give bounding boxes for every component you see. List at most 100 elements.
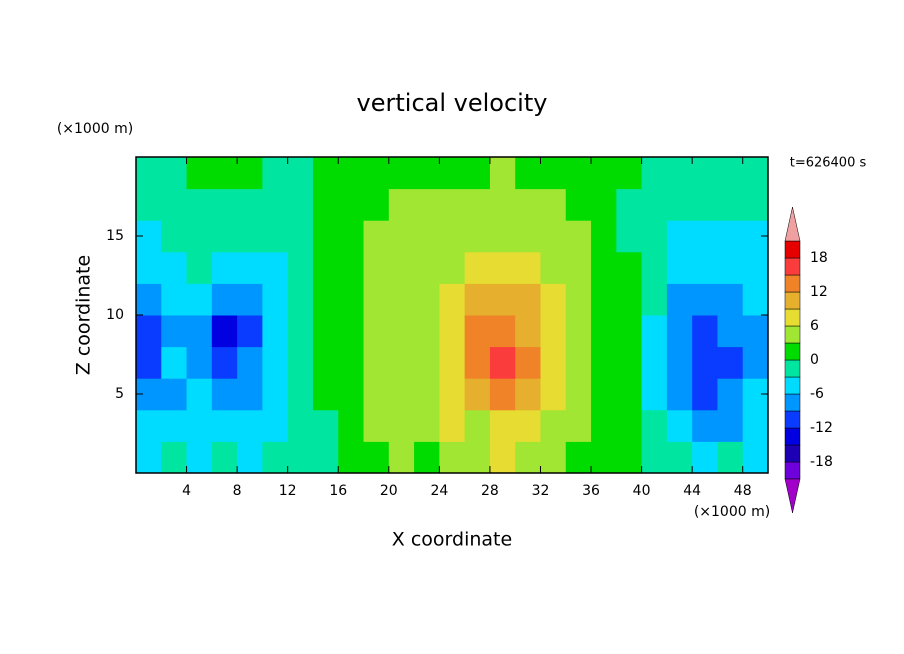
contour-cell	[489, 220, 516, 253]
colorbar-box	[784, 325, 801, 344]
contour-cell	[515, 283, 541, 316]
contour-cell	[388, 157, 415, 190]
contour-cell	[439, 346, 466, 379]
contour-cell	[363, 346, 390, 379]
contour-cell	[692, 441, 718, 474]
contour-cell	[666, 315, 693, 348]
contour-cell	[237, 409, 263, 442]
contour-cell	[363, 441, 390, 474]
contour-cell	[565, 315, 592, 348]
contour-cell	[388, 409, 415, 442]
contour-cell	[515, 251, 541, 284]
contour-cell	[540, 346, 567, 379]
colorbar-box	[784, 291, 801, 310]
contour-cell	[312, 188, 339, 221]
contour-cell	[363, 188, 390, 221]
contour-cell	[211, 346, 238, 379]
contour-cell	[287, 157, 314, 190]
contour-cell	[211, 315, 238, 348]
contour-cell	[717, 188, 744, 221]
y-axis-title: Z coordinate	[73, 255, 95, 375]
contour-cell	[565, 220, 592, 253]
contour-cell	[161, 315, 188, 348]
contour-cell	[540, 188, 567, 221]
contour-cell	[565, 378, 592, 411]
contour-cell	[414, 157, 440, 190]
contour-cell	[439, 378, 466, 411]
contour-cell	[540, 220, 567, 253]
contour-cell	[464, 283, 491, 316]
contour-cell	[666, 441, 693, 474]
colorbar-label: 18	[810, 250, 828, 266]
contour-cell	[515, 441, 541, 474]
contour-cell	[641, 251, 668, 284]
x-tick-label: 44	[683, 483, 701, 499]
contour-cell	[287, 188, 314, 221]
contour-cell	[136, 283, 162, 316]
colorbar-box	[784, 393, 801, 412]
contour-cell	[565, 157, 592, 190]
contour-cell	[287, 220, 314, 253]
contour-cell	[211, 251, 238, 284]
contour-cell	[287, 441, 314, 474]
x-tick-label: 36	[582, 483, 600, 499]
contour-cell	[287, 378, 314, 411]
contour-cell	[641, 188, 668, 221]
contour-cell	[388, 315, 415, 348]
x-tick-label: 32	[532, 483, 550, 499]
contour-cell	[186, 409, 213, 442]
contour-cell	[717, 157, 744, 190]
contour-cell	[591, 441, 617, 474]
contour-cell	[161, 283, 188, 316]
contour-cell	[692, 378, 718, 411]
contour-cell	[161, 220, 188, 253]
contour-cell	[616, 409, 643, 442]
contour-cell	[540, 409, 567, 442]
contour-cell	[312, 157, 339, 190]
contour-cell	[489, 157, 516, 190]
contour-cell	[363, 409, 390, 442]
contour-cell	[312, 346, 339, 379]
colorbar-box	[784, 274, 801, 293]
contour-cell	[591, 283, 617, 316]
contour-cell	[742, 346, 769, 379]
contour-cell	[262, 346, 289, 379]
contour-cell	[161, 188, 188, 221]
contour-cell	[591, 346, 617, 379]
contour-cell	[591, 409, 617, 442]
contour-cell	[742, 441, 769, 474]
contour-cell	[515, 157, 541, 190]
contour-cell	[616, 188, 643, 221]
contour-cell	[161, 409, 188, 442]
contour-cell	[414, 188, 440, 221]
contour-cell	[237, 346, 263, 379]
contour-cell	[161, 346, 188, 379]
x-tick-label: 40	[633, 483, 651, 499]
contour-cell	[388, 251, 415, 284]
contour-cell	[136, 315, 162, 348]
x-tick-label: 20	[380, 483, 398, 499]
contour-cell	[136, 409, 162, 442]
contour-cell	[262, 283, 289, 316]
contour-cell	[262, 409, 289, 442]
contour-cell	[540, 157, 567, 190]
contour-cell	[186, 220, 213, 253]
contour-cell	[742, 188, 769, 221]
contour-cell	[616, 315, 643, 348]
x-tick-label: 8	[233, 483, 242, 499]
contour-cell	[287, 283, 314, 316]
contour-cell	[439, 283, 466, 316]
contour-cell	[414, 409, 440, 442]
contour-cell	[591, 315, 617, 348]
contour-cell	[515, 409, 541, 442]
contour-cell	[237, 378, 263, 411]
contour-cell	[439, 409, 466, 442]
y-tick-label: 5	[115, 386, 124, 402]
contour-cell	[489, 378, 516, 411]
contour-cell	[136, 188, 162, 221]
contour-cell	[439, 441, 466, 474]
contour-cell	[287, 251, 314, 284]
contour-cell	[414, 441, 440, 474]
contour-cell	[464, 441, 491, 474]
contour-cell	[237, 188, 263, 221]
